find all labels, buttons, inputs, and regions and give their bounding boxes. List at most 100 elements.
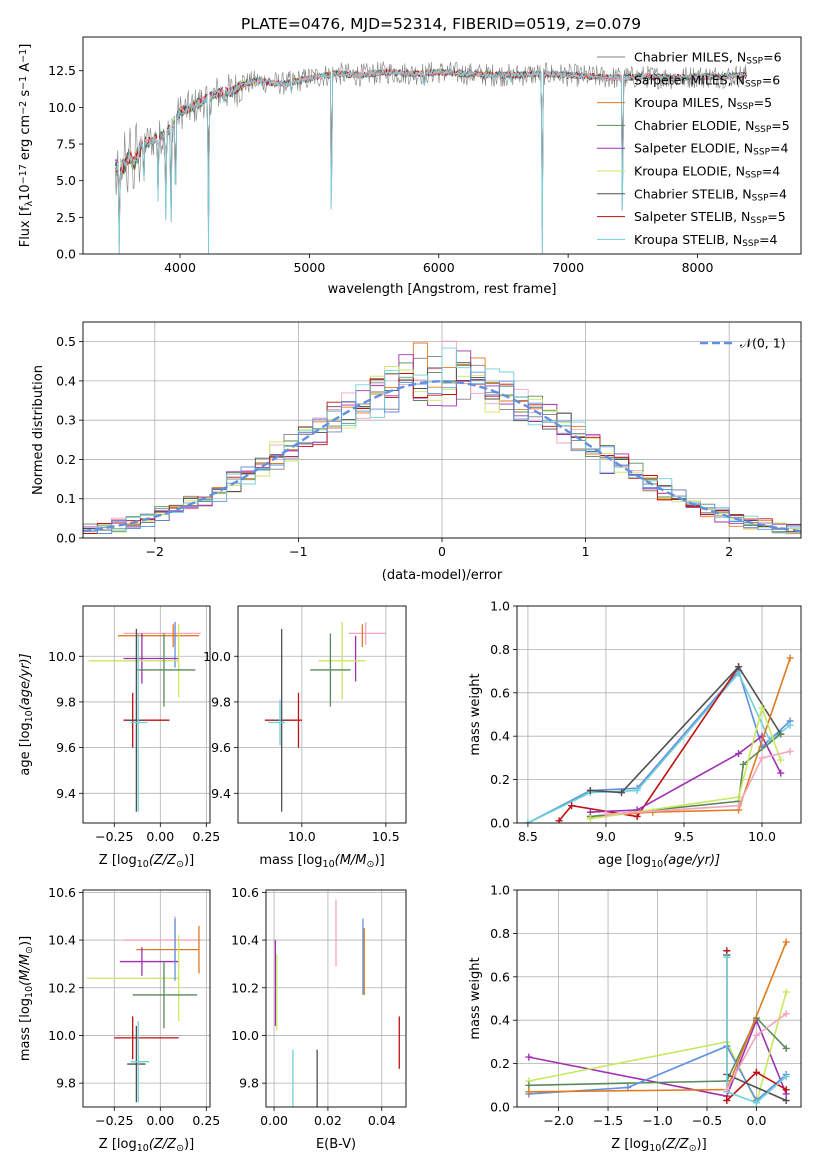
weight-marker <box>525 1053 533 1061</box>
mass-weight-vs-age-panel: 8.5 9.0 9.5 10.0 0.0 0.2 0.4 0.6 0.8 1.0 age [log1… <box>468 599 802 870</box>
x-tick-label: 0.25 <box>192 1113 220 1128</box>
x-tick-label: 2 <box>725 544 733 559</box>
x-tick-label: 0.25 <box>192 829 220 844</box>
age-vs-mass-panel: 10.0 10.5 9.4 9.6 9.8 10.0 mass [log10(M/M⊙)] <box>203 605 407 870</box>
y-tick-label: 0.2 <box>490 1056 510 1071</box>
weight-marker <box>777 730 785 738</box>
legend-label: Salpeter ELODIE, NSSP=4 <box>634 141 789 158</box>
errorbar-point <box>119 947 179 976</box>
y-tick-label: 0.6 <box>490 685 510 700</box>
y-tick-label: 1.0 <box>490 599 510 614</box>
errorbar-point <box>130 1021 150 1103</box>
y-axis-label: mass [log10(M/M⊙)] <box>18 936 35 1061</box>
x-tick-label: 0 <box>438 544 446 559</box>
errorbar-point <box>117 624 199 648</box>
errorbar-point <box>123 633 179 684</box>
x-axis-label: E(B-V) <box>316 1137 356 1152</box>
weight-marker <box>624 1083 632 1091</box>
x-axis-label: mass [log10(M/M⊙)] <box>259 853 384 870</box>
y-axis-label: mass weight <box>468 957 483 1039</box>
y-tick-label: 10.4 <box>48 933 76 948</box>
errorbar-point <box>127 628 144 812</box>
x-tick-label: 8000 <box>682 260 714 275</box>
weight-marker <box>752 1031 760 1039</box>
weight-marker <box>568 802 576 810</box>
y-tick-label: 10.0 <box>48 100 76 115</box>
y-axis-label: Normed distribution <box>31 365 46 495</box>
weight-marker <box>735 663 743 671</box>
x-tick-label: 0.0 <box>747 1113 767 1128</box>
y-tick-label: 10.6 <box>231 885 259 900</box>
y-tick-label: 2.5 <box>56 210 76 225</box>
weight-marker <box>586 786 594 794</box>
weight-marker <box>735 802 743 810</box>
x-tick-label: 10.0 <box>288 829 316 844</box>
x-tick-label: 4000 <box>164 260 196 275</box>
weight-marker <box>786 747 794 755</box>
weight-line <box>590 733 782 818</box>
y-tick-label: 10.0 <box>48 649 76 664</box>
x-axis-label: (data-model)/error <box>382 568 503 583</box>
y-tick-label: 0.4 <box>56 373 76 388</box>
legend-entry: Salpeter MILES, NSSP=6 <box>597 72 780 90</box>
y-tick-label: 0.1 <box>56 491 76 506</box>
x-tick-label: −1.0 <box>642 1113 672 1128</box>
weight-line <box>528 1018 787 1098</box>
errorbar-point <box>86 935 180 1022</box>
x-tick-label: −0.25 <box>95 1113 133 1128</box>
y-tick-label: 10.2 <box>231 980 259 995</box>
y-tick-label: 9.8 <box>56 694 76 709</box>
legend-label: Kroupa MILES, NSSP=5 <box>634 95 772 112</box>
axes-frame <box>237 605 407 824</box>
x-tick-label: 0.00 <box>260 1113 288 1128</box>
histogram-series <box>83 371 801 534</box>
weight-line <box>605 750 791 816</box>
y-tick-label: 10.0 <box>48 1028 76 1043</box>
errorbar-point <box>268 699 286 746</box>
errorbar-point <box>132 961 198 1029</box>
weight-marker <box>782 1096 790 1104</box>
weight-marker <box>777 756 785 764</box>
y-tick-label: 0.6 <box>490 969 510 984</box>
y-tick-label: 9.8 <box>56 1076 76 1091</box>
legend-entry: 𝒩(0, 1) <box>700 336 786 351</box>
legend-entry: Chabrier ELODIE, NSSP=5 <box>597 118 790 135</box>
errorbar-point <box>130 633 148 812</box>
residuals-panel: −2 −1 0 1 2 0.0 0.1 0.2 0.3 0.4 0.5 (data-model)/er… <box>31 321 802 583</box>
x-tick-label: 10.5 <box>372 829 400 844</box>
y-tick-label: 0.5 <box>56 334 76 349</box>
y-tick-label: 0.8 <box>490 642 510 657</box>
plot-area <box>88 621 201 812</box>
legend-entry: Chabrier MILES, NSSP=6 <box>597 50 782 67</box>
legend-label: Chabrier ELODIE, NSSP=5 <box>634 118 790 135</box>
y-tick-label: 0.0 <box>490 816 510 831</box>
legend-entry: Kroupa MILES, NSSP=5 <box>597 95 772 112</box>
weight-marker <box>758 754 766 762</box>
legend-entry: Salpeter STELIB, NSSP=5 <box>597 209 786 226</box>
legend-entry: Chabrier STELIB, NSSP=4 <box>597 186 787 204</box>
plot-area <box>274 899 400 1107</box>
errorbar-point <box>127 1025 146 1103</box>
weight-series <box>723 953 790 1107</box>
errorbar-point <box>123 621 201 645</box>
weight-series <box>586 704 785 823</box>
y-tick-label: 10.4 <box>231 933 259 948</box>
x-tick-label: −1.5 <box>593 1113 623 1128</box>
x-tick-label: 0.04 <box>368 1113 396 1128</box>
weight-marker <box>758 704 766 712</box>
weight-line <box>558 666 740 822</box>
axes-frame <box>82 321 802 539</box>
errorbar-point <box>136 633 196 707</box>
errorbar-point <box>123 916 201 964</box>
y-tick-label: 0.2 <box>490 772 510 787</box>
y-tick-label: 9.4 <box>56 786 76 801</box>
weight-marker <box>633 812 641 820</box>
weight-marker <box>555 817 563 823</box>
y-tick-label: 0.0 <box>56 531 76 546</box>
axes-frame <box>516 889 802 1108</box>
plot-area <box>83 340 801 535</box>
x-tick-label: 9.5 <box>674 829 694 844</box>
x-axis-label: Z [log10(Z/Z⊙)] <box>611 1137 706 1154</box>
weight-marker <box>723 1096 731 1104</box>
x-tick-label: 7000 <box>552 260 584 275</box>
